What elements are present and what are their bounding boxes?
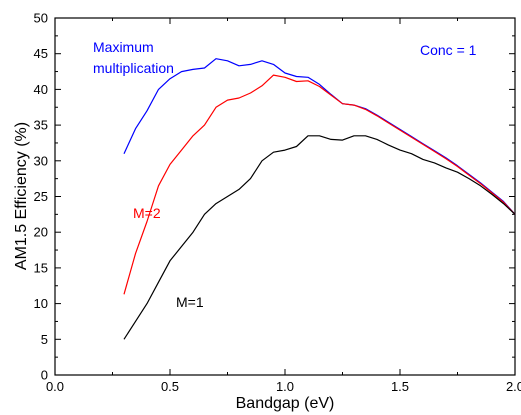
y-tick-label: 30: [34, 153, 48, 168]
annotation-multiplication: multiplication: [93, 60, 174, 76]
y-axis-title: AM1.5 Efficiency (%): [13, 122, 30, 270]
series-line-m-1: [123, 135, 516, 340]
series-line-maximum-multiplication: [123, 58, 516, 215]
series-line-m-2: [123, 74, 516, 295]
y-tick-label: 25: [34, 189, 48, 204]
x-tick-label: 0.0: [46, 379, 64, 394]
x-tick-label: 2.0: [506, 379, 521, 394]
y-tick-label: 45: [34, 46, 48, 61]
y-tick-labels: 0 5 10 15 20 25 30 35 40 45 50: [34, 11, 48, 383]
annotation-m2: M=2: [133, 205, 161, 221]
x-tick-label: 0.5: [161, 379, 179, 394]
annotation-m1: M=1: [176, 294, 204, 310]
y-tick-label: 35: [34, 118, 48, 133]
y-tick-label: 15: [34, 260, 48, 275]
x-axis-title: Bandgap (eV): [236, 395, 335, 412]
y-tick-label: 40: [34, 82, 48, 97]
x-tick-label: 1.5: [391, 379, 409, 394]
annotation-conc: Conc = 1: [420, 42, 477, 58]
series-lines: [123, 58, 516, 340]
y-tick-label: 5: [41, 332, 48, 347]
y-tick-label: 50: [34, 11, 48, 26]
x-tick-label: 1.0: [276, 379, 294, 394]
y-tick-label: 10: [34, 296, 48, 311]
axis-ticks: [54, 17, 516, 376]
y-tick-label: 20: [34, 225, 48, 240]
x-tick-labels: 0.0 0.5 1.0 1.5 2.0: [46, 379, 521, 394]
annotation-maximum: Maximum: [93, 39, 154, 55]
y-tick-label: 0: [41, 368, 48, 383]
